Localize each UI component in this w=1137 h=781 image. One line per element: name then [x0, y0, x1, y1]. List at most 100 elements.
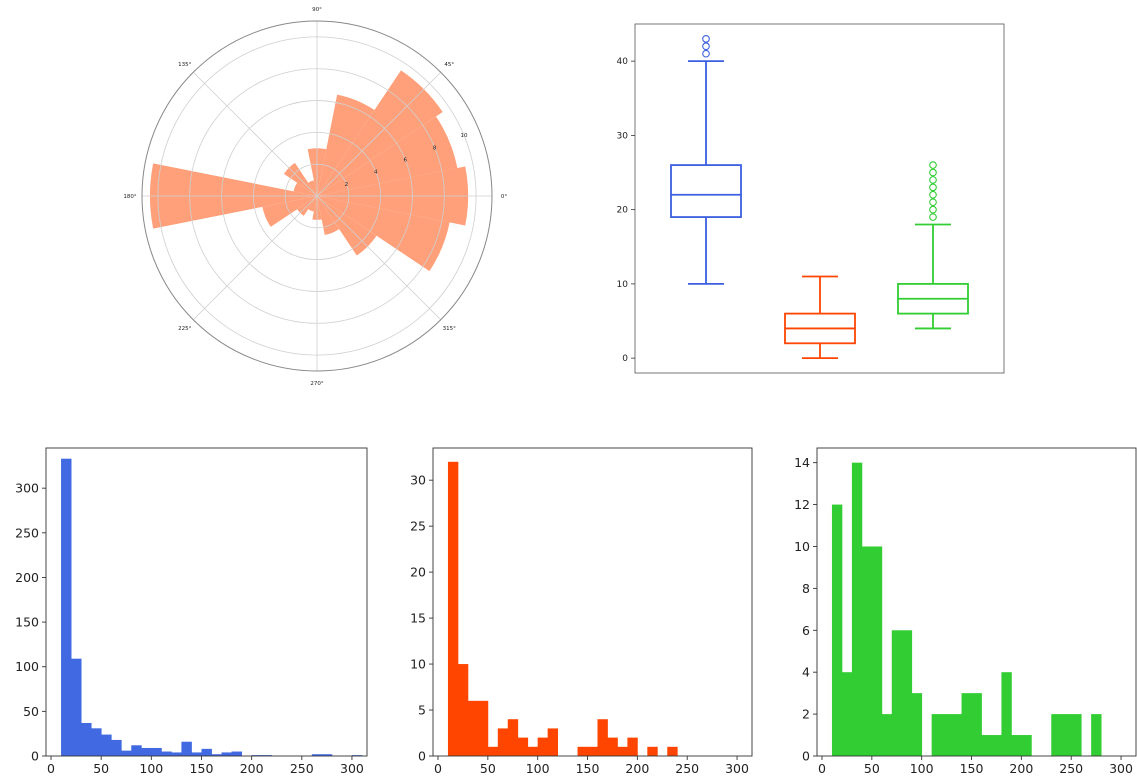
histogram-y-tick-label: 30: [410, 473, 426, 488]
histogram-bar: [211, 754, 222, 756]
polar-bar: [308, 180, 317, 196]
polar-radial-tick-label: 10: [460, 133, 467, 139]
histogram-x-tick-label: 100: [910, 761, 934, 776]
histogram-bar: [911, 693, 923, 756]
histogram-bar: [1071, 714, 1082, 756]
histogram-y-tick-label: 0: [802, 749, 810, 764]
polar-bar: [317, 196, 450, 272]
histogram-bar: [991, 735, 1002, 756]
histogram-y-tick-label: 12: [794, 497, 810, 512]
histogram-bar: [951, 714, 962, 756]
histogram-bar: [231, 751, 243, 756]
histogram-bar: [1001, 672, 1012, 756]
histogram-x-tick-label: 0: [818, 761, 826, 776]
histogram-y-tick-label: 15: [410, 611, 426, 626]
histogram-bar: [71, 658, 82, 756]
boxplot-flier: [702, 42, 710, 51]
histogram-x-tick-label: 50: [93, 761, 109, 776]
histogram-bar: [111, 739, 122, 756]
boxplot-box: [670, 164, 742, 218]
histogram-bar: [1061, 714, 1072, 756]
histogram-bar: [1021, 735, 1032, 756]
polar-radial-tick-label: 6: [403, 157, 407, 163]
polar-bar: [317, 94, 375, 196]
boxplot-flier: [702, 35, 710, 43]
boxplot-flier: [929, 168, 937, 177]
histogram-y-tick-label: 0: [418, 749, 426, 764]
histogram-bar: [497, 728, 509, 756]
boxplot-y-tick-label: 20: [617, 206, 629, 216]
histogram-x-tick-label: 300: [1109, 761, 1133, 776]
histogram-bar: [587, 746, 598, 756]
polar-frame: [141, 20, 493, 372]
histogram-bar: [311, 754, 323, 756]
boxplot-y-tick-label: 0: [622, 354, 628, 364]
polar-angle-tick-label: 225°: [178, 326, 191, 332]
histogram-y-tick-label: 6: [802, 623, 810, 638]
polar-bar: [262, 196, 317, 227]
polar-bar: [293, 182, 317, 196]
histogram-bar: [61, 458, 72, 756]
histogram-x-tick-label: 150: [190, 761, 214, 776]
histogram-x-tick-label: 150: [576, 761, 600, 776]
polar-angle-tick-label: 0°: [501, 194, 507, 200]
histogram-bar: [81, 722, 92, 756]
histogram-bar: [141, 747, 152, 756]
boxplot-flier: [929, 213, 937, 221]
histogram-y-tick-label: 2: [802, 707, 810, 722]
polar-grid-spoke: [316, 195, 442, 321]
polar-angle-tick-label: 270°: [310, 381, 323, 387]
histogram-x-tick-label: 300: [725, 761, 749, 776]
polar-angle-tick-label: 135°: [178, 62, 191, 68]
histogram-bar: [577, 746, 588, 756]
histogram-bar: [91, 728, 102, 756]
histogram-y-tick-label: 10: [410, 657, 426, 672]
histogram-x-tick-label: 200: [1009, 761, 1033, 776]
histogram-bar: [537, 737, 549, 756]
polar-radial-tick-label: 4: [374, 170, 378, 176]
histogram-x-tick-label: 50: [864, 761, 880, 776]
histogram-y-tick-label: 50: [23, 704, 39, 719]
histogram-x-tick-label: 50: [480, 761, 496, 776]
histogram-y-tick-label: 200: [15, 570, 39, 585]
histogram-x-tick-label: 100: [139, 761, 163, 776]
histogram-bar: [101, 734, 112, 756]
polar-angle-tick-label: 45°: [444, 62, 454, 68]
histogram-bar: [161, 751, 172, 756]
histogram-x-tick-label: 200: [625, 761, 649, 776]
boxplot-flier: [702, 49, 710, 58]
histogram-bar: [931, 714, 943, 756]
histogram-bar: [477, 700, 489, 756]
histogram-y-tick-label: 20: [410, 565, 426, 580]
histogram-frame: [432, 447, 753, 757]
polar-grid-spoke: [192, 195, 318, 321]
histogram-bar: [941, 714, 952, 756]
histogram-bar: [861, 546, 873, 756]
boxplot-y-tick-label: 10: [617, 280, 629, 290]
histogram-bar: [457, 664, 469, 756]
histogram-bar: [871, 546, 883, 756]
polar-angle-tick-label: 180°: [123, 194, 136, 200]
histogram-blue: 0 50 100 150 200 250 300 0 50 100 150 200 250 300: [15, 447, 368, 776]
histogram-bar: [181, 741, 192, 756]
histogram-bar: [507, 719, 519, 756]
histogram-y-tick-label: 250: [15, 525, 39, 540]
histogram-orange: 0 50 100 150 200 250 300 0 5 10 15 20 25 30: [410, 447, 753, 776]
histogram-y-tick-label: 4: [802, 665, 810, 680]
histogram-bar: [171, 752, 182, 756]
histogram-bar: [447, 461, 459, 756]
histogram-bar: [647, 746, 658, 756]
histogram-bar: [527, 746, 539, 756]
histogram-bar: [617, 746, 628, 756]
histogram-x-tick-label: 150: [960, 761, 984, 776]
histogram-x-tick-label: 250: [1059, 761, 1083, 776]
histogram-x-tick-label: 250: [675, 761, 699, 776]
histogram-bar: [961, 693, 972, 756]
histogram-bar: [891, 630, 903, 756]
histogram-bar: [221, 752, 232, 756]
histogram-x-tick-label: 250: [290, 761, 314, 776]
histogram-y-tick-label: 300: [15, 481, 39, 496]
histogram-bar: [151, 747, 162, 756]
histogram-y-tick-label: 0: [31, 749, 39, 764]
